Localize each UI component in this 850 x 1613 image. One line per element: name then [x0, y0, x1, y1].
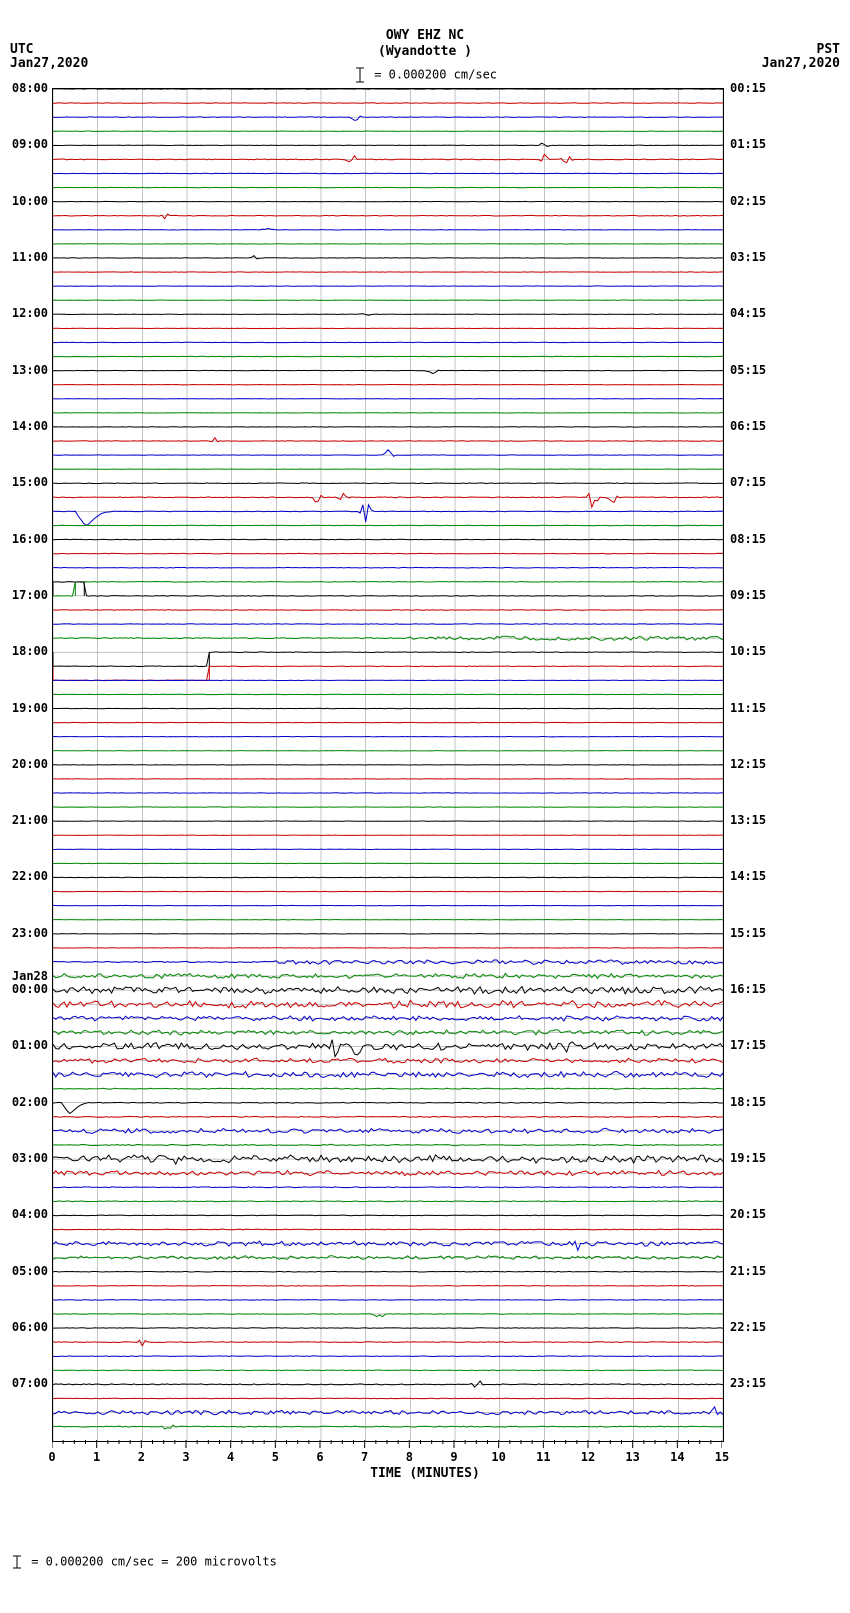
x-tick-label: 7 — [361, 1450, 368, 1464]
pst-time-label: 18:15 — [730, 1095, 778, 1109]
pst-time-label: 21:15 — [730, 1264, 778, 1278]
x-tick-label: 0 — [48, 1450, 55, 1464]
x-tick-label: 8 — [406, 1450, 413, 1464]
pst-time-label: 04:15 — [730, 306, 778, 320]
x-tick-label: 3 — [182, 1450, 189, 1464]
scale-indicator: = 0.000200 cm/sec — [0, 66, 850, 84]
pst-time-label: 13:15 — [730, 813, 778, 827]
x-tick-label: 2 — [138, 1450, 145, 1464]
x-tick-label: 14 — [670, 1450, 684, 1464]
x-tick-label: 11 — [536, 1450, 550, 1464]
utc-time-label: 17:00 — [0, 588, 48, 602]
pst-time-label: 05:15 — [730, 363, 778, 377]
pst-time-label: 15:15 — [730, 926, 778, 940]
x-tick-label: 6 — [316, 1450, 323, 1464]
pst-time-label: 08:15 — [730, 532, 778, 546]
utc-time-label: 11:00 — [0, 250, 48, 264]
pst-time-label: 06:15 — [730, 419, 778, 433]
utc-time-label: 07:00 — [0, 1376, 48, 1390]
pst-time-label: 12:15 — [730, 757, 778, 771]
pst-time-label: 02:15 — [730, 194, 778, 208]
x-tick-label: 12 — [581, 1450, 595, 1464]
utc-time-label: 00:00 — [0, 982, 48, 996]
x-tick-label: 4 — [227, 1450, 234, 1464]
x-axis-title: TIME (MINUTES) — [0, 1466, 850, 1481]
utc-time-label: 22:00 — [0, 869, 48, 883]
utc-time-label: 04:00 — [0, 1207, 48, 1221]
pst-time-label: 07:15 — [730, 475, 778, 489]
utc-time-label: 14:00 — [0, 419, 48, 433]
x-tick-label: 10 — [491, 1450, 505, 1464]
pst-time-label: 22:15 — [730, 1320, 778, 1334]
pst-time-label: 10:15 — [730, 644, 778, 658]
utc-time-label: 03:00 — [0, 1151, 48, 1165]
utc-time-label: 12:00 — [0, 306, 48, 320]
utc-time-label: 13:00 — [0, 363, 48, 377]
utc-time-label: 05:00 — [0, 1264, 48, 1278]
pst-time-label: 19:15 — [730, 1151, 778, 1165]
x-tick-label: 13 — [625, 1450, 639, 1464]
x-tick-label: 9 — [450, 1450, 457, 1464]
seismogram-container: UTC Jan27,2020 PST Jan27,2020 OWY EHZ NC… — [0, 0, 850, 1613]
utc-time-label: 10:00 — [0, 194, 48, 208]
utc-time-label: 01:00 — [0, 1038, 48, 1052]
utc-time-label: 06:00 — [0, 1320, 48, 1334]
utc-time-label: 18:00 — [0, 644, 48, 658]
utc-time-label: 02:00 — [0, 1095, 48, 1109]
pst-time-label: 01:15 — [730, 137, 778, 151]
pst-time-label: 03:15 — [730, 250, 778, 264]
station-location: (Wyandotte ) — [0, 44, 850, 59]
pst-time-label: 20:15 — [730, 1207, 778, 1221]
pst-time-label: 16:15 — [730, 982, 778, 996]
utc-time-label: 19:00 — [0, 701, 48, 715]
seismogram-plot — [53, 89, 723, 1441]
footer-scale: = 0.000200 cm/sec = 200 microvolts — [10, 1554, 277, 1570]
utc-time-label: 21:00 — [0, 813, 48, 827]
pst-time-label: 17:15 — [730, 1038, 778, 1052]
utc-time-label: 23:00 — [0, 926, 48, 940]
pst-time-label: 11:15 — [730, 701, 778, 715]
pst-time-label: 14:15 — [730, 869, 778, 883]
day2-label: Jan28 — [0, 969, 48, 983]
footer-text: = 0.000200 cm/sec = 200 microvolts — [31, 1555, 277, 1569]
utc-time-label: 09:00 — [0, 137, 48, 151]
plot-area — [52, 88, 724, 1442]
utc-time-label: 15:00 — [0, 475, 48, 489]
x-tick-label: 1 — [93, 1450, 100, 1464]
pst-time-label: 09:15 — [730, 588, 778, 602]
utc-time-label: 16:00 — [0, 532, 48, 546]
pst-time-label: 00:15 — [730, 81, 778, 95]
utc-time-label: 20:00 — [0, 757, 48, 771]
pst-time-label: 23:15 — [730, 1376, 778, 1390]
utc-time-label: 08:00 — [0, 81, 48, 95]
x-tick-label: 5 — [272, 1450, 279, 1464]
x-tick-label: 15 — [715, 1450, 729, 1464]
station-title: OWY EHZ NC — [0, 28, 850, 43]
scale-text: = 0.000200 cm/sec — [374, 68, 497, 82]
